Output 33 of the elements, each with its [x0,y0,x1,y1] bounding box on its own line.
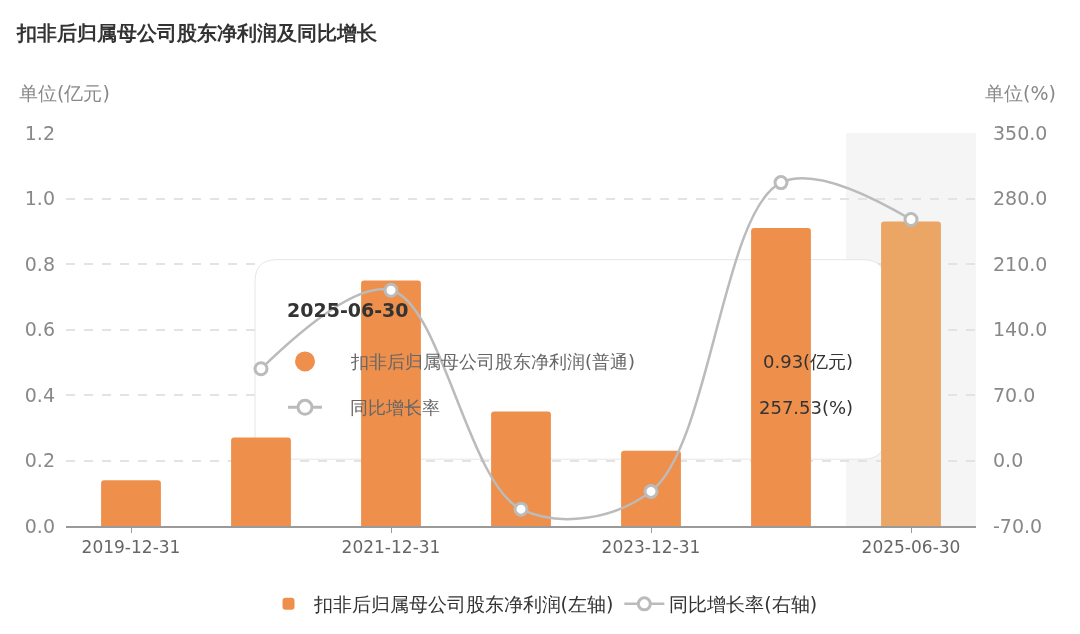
point [903,212,919,228]
x-tick-label: 2023-12-31 [601,537,701,558]
y2-tick-label: 350.0 [993,121,1048,144]
x-tick-label: 2021-12-31 [341,537,441,558]
y2-axis-title: 单位(%) [985,82,1056,104]
point [253,361,269,377]
bar [621,450,681,526]
y-tick-label: 0.8 [24,252,55,275]
bar [491,411,551,526]
y2-tick-label: 210.0 [993,252,1048,275]
y-tick-label: 1.2 [24,121,55,144]
chart-title: 扣非后归属母公司股东净利润及同比增长 [16,21,378,45]
y2-tick-label: -70.0 [993,514,1043,537]
point [513,501,529,517]
x-tick-label: 2025-06-30 [861,537,961,558]
point [773,175,789,191]
y2-tick-label: 0.0 [993,449,1024,472]
y-axis-title: 单位(亿元) [19,82,110,104]
y-tick-label: 0.0 [24,514,55,537]
legend-label: 扣非后归属母公司股东净利润(左轴) [312,593,614,616]
y-tick-label: 0.6 [24,318,55,341]
bar [101,480,161,526]
legend-label: 同比增长率(右轴) [669,593,818,616]
bar [231,437,291,526]
y-tick-label: 0.4 [24,383,55,406]
y2-tick-label: 140.0 [993,318,1048,341]
y2-tick-label: 280.0 [993,187,1048,210]
x-tick-label: 2019-12-31 [81,537,181,558]
y-tick-label: 0.2 [24,449,55,472]
y2-tick-label: 70.0 [993,383,1036,406]
point [643,483,659,499]
point [383,282,399,298]
y-tick-label: 1.0 [24,187,55,210]
